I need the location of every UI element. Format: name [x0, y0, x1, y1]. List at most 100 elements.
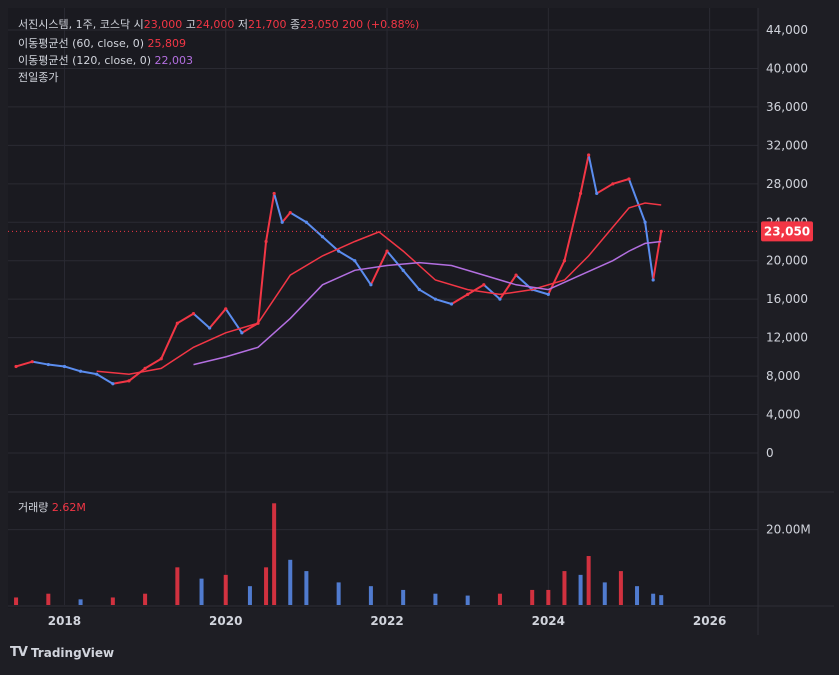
price-segment [644, 221, 655, 281]
price-point [433, 297, 438, 301]
price-segment [418, 288, 437, 301]
volume-bar [433, 593, 438, 605]
price-tick-label: 40,000 [766, 61, 808, 75]
price-segment [31, 360, 50, 366]
price-point [95, 372, 99, 376]
volume-axis[interactable]: 20.00M [766, 523, 811, 537]
volume-legend[interactable]: 거래량 2.62M [18, 501, 86, 515]
volume-bar [635, 586, 640, 605]
price-segment [127, 367, 147, 382]
time-axis[interactable]: 2018 2020 2022 2024 2026 [48, 614, 727, 628]
price-point [208, 326, 212, 330]
volume-bar [223, 574, 228, 605]
price-point [240, 331, 244, 335]
ma60-legend[interactable]: 이동평균선 (60, close, 0) 25,809 [18, 37, 186, 51]
price-segment [531, 288, 550, 296]
symbol-title[interactable]: 서진시스템, 1주, 코스닥 [18, 18, 131, 31]
price-point [14, 364, 18, 369]
price-segment [95, 373, 114, 385]
price-tick-label: 0 [766, 446, 774, 460]
volume-bar [272, 503, 277, 605]
ma120-legend[interactable]: 이동평균선 (120, close, 0) 22,003 [18, 54, 193, 68]
price-segment [208, 307, 227, 330]
price-point [30, 360, 34, 364]
volume-bar [578, 574, 583, 605]
price-point [288, 211, 292, 215]
price-point [143, 366, 147, 370]
price-segment [15, 360, 34, 368]
high-value: 24,000 [195, 18, 235, 31]
price-point [127, 379, 131, 383]
price-point [111, 382, 115, 386]
price-point [659, 229, 663, 234]
moving-averages [96, 202, 662, 375]
price-tick-label: 4,000 [766, 408, 800, 422]
volume-bar [465, 595, 470, 605]
price-segment [47, 363, 66, 368]
symbol-legend: 서진시스템, 1주, 코스닥 시23,000 고24,000 저21,700 종… [18, 18, 419, 32]
price-segment [595, 182, 614, 195]
open-value: 23,000 [143, 18, 183, 31]
price-segment [79, 370, 98, 376]
price-point [643, 220, 647, 224]
price-tick-label: 16,000 [766, 292, 808, 306]
volume-bar [288, 559, 293, 605]
volume-bar [14, 597, 19, 605]
price-point [224, 307, 228, 311]
tradingview-logo[interactable]: TV TradingView [10, 645, 114, 660]
price-point [264, 239, 268, 244]
price-segment [652, 230, 663, 281]
time-tick-label: 2018 [48, 614, 81, 628]
close-value: 23,050 [300, 18, 339, 31]
tradingview-wordmark: TradingView [30, 645, 115, 660]
time-tick-label: 2020 [209, 614, 242, 628]
price-segment [369, 250, 389, 286]
time-tick-label: 2024 [532, 614, 565, 628]
volume-bar [401, 589, 406, 605]
price-segment [498, 274, 518, 301]
volume-bar [199, 578, 204, 605]
price-point [562, 259, 567, 263]
prev-close-legend[interactable]: 전일종가 [18, 71, 58, 85]
price-point [353, 259, 357, 263]
ma60-value: 25,809 [147, 37, 187, 50]
price-point [175, 321, 179, 325]
volume-value: 2.62M [51, 501, 86, 514]
price-segment [353, 259, 372, 286]
low-label: 저 [237, 18, 248, 31]
price-segment [587, 153, 598, 195]
last-price-label: 23,050 [764, 224, 810, 238]
price-segment [611, 178, 630, 185]
price-point [272, 191, 276, 196]
price-segment [434, 298, 453, 305]
volume-bar [143, 593, 148, 605]
price-point [337, 249, 341, 253]
volume-bar [368, 586, 373, 605]
volume-bar [659, 595, 664, 605]
low-value: 21,700 [247, 18, 287, 31]
price-point [611, 182, 615, 186]
price-point [578, 191, 583, 196]
price-point [498, 297, 502, 301]
price-segment [281, 211, 292, 224]
time-tick-label: 2022 [370, 614, 403, 628]
volume-bar [618, 571, 623, 605]
price-point [280, 220, 284, 224]
volume-bar [110, 597, 115, 605]
price-point [627, 177, 631, 181]
price-point [595, 191, 599, 196]
price-segment [273, 192, 284, 224]
price-segment [257, 240, 268, 325]
price-point [587, 153, 591, 157]
price-segment [627, 178, 647, 224]
price-point [369, 283, 373, 287]
price-tick-label: 36,000 [766, 100, 808, 114]
price-point [385, 249, 389, 253]
volume-bar [247, 586, 252, 605]
volume-bar [651, 593, 656, 605]
volume-bar [530, 589, 535, 605]
volume-bars [14, 503, 664, 605]
price-segment [450, 293, 469, 305]
